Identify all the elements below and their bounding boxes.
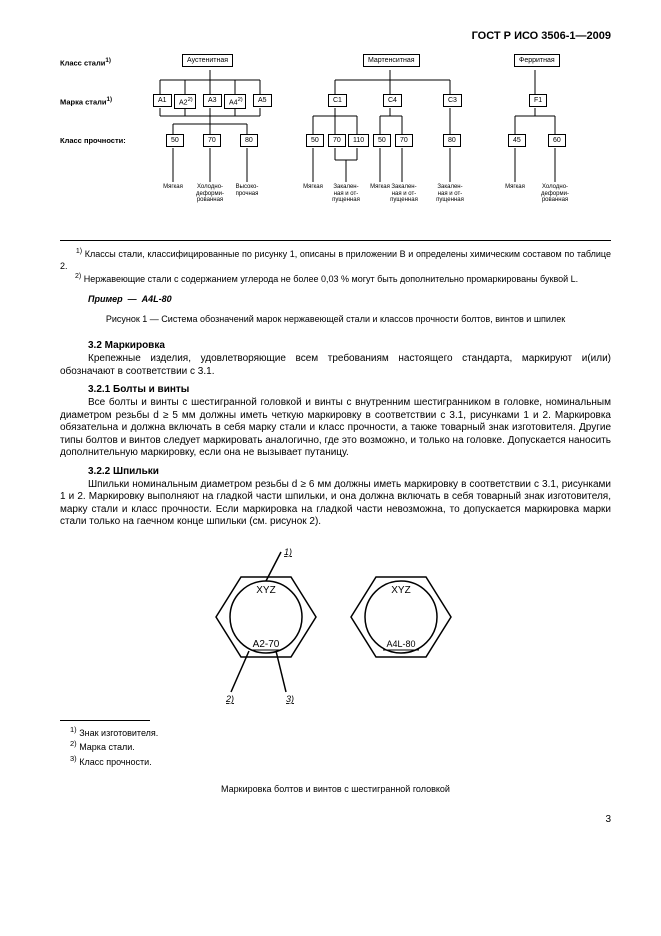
box-s7: 50 [373, 134, 391, 147]
box-a2: А22) [174, 94, 196, 109]
classification-diagram: Класс стали1) Марка стали1) Класс прочно… [60, 52, 611, 232]
lbl8: Закален-ная и от-пущенная [432, 184, 468, 204]
lbl3: Высоко-прочная [232, 184, 262, 197]
box-austenitic: Аустенитная [182, 54, 233, 67]
box-a1: А1 [153, 94, 172, 107]
box-martensitic: Мартенситная [363, 54, 420, 67]
box-a3: А3 [203, 94, 222, 107]
section-3-2: 3.2 Маркировка [88, 340, 611, 351]
footnote-2: 2) Нержавеющие стали с содержанием углер… [60, 272, 611, 286]
box-s6: 110 [348, 134, 369, 147]
box-s4: 50 [306, 134, 324, 147]
box-a5: А5 [253, 94, 272, 107]
section-3-2-body: Крепежные изделия, удовлетворяющие всем … [60, 353, 611, 378]
section-3-2-1-body: Все болты и винты с шестигранной головко… [60, 397, 611, 460]
hex-svg: XYZ А2-70 XYZ А4L-80 1) 2) 3) [186, 547, 486, 707]
section-3-2-1: 3.2.1 Болты и винты [88, 384, 611, 395]
lbl5: Закален-ная и от-пущенная [328, 184, 364, 204]
page-container: ГОСТ Р ИСО 3506-1—2009 [0, 0, 661, 855]
svg-text:А4L-80: А4L-80 [386, 639, 415, 649]
lbl2: Холодно-деформи-рованная [192, 184, 228, 204]
box-c4: С4 [383, 94, 402, 107]
row-label-strength: Класс прочности: [60, 136, 126, 145]
lbl1: Мягкая [160, 184, 186, 191]
svg-text:2): 2) [225, 694, 234, 704]
row-label-grade: Марка стали [60, 98, 107, 107]
lbl10: Холодно-деформи-рованная [537, 184, 573, 204]
box-s8: 70 [395, 134, 413, 147]
figure2-caption: Маркировка болтов и винтов с шестигранно… [60, 784, 611, 794]
lbl4: Мягкая [300, 184, 326, 191]
box-f1: F1 [529, 94, 547, 107]
figure1-caption: Рисунок 1 — Система обозначений марок не… [60, 314, 611, 324]
svg-text:XYZ: XYZ [256, 585, 275, 596]
lbl9: Мягкая [502, 184, 528, 191]
section-3-2-2: 3.2.2 Шпильки [88, 466, 611, 477]
svg-text:3): 3) [286, 694, 294, 704]
svg-text:1): 1) [284, 547, 292, 557]
row-label-class: Класс стали [60, 59, 105, 68]
box-s9: 80 [443, 134, 461, 147]
lbl7: Закален-ная и от-пущенная [386, 184, 422, 204]
box-s3: 80 [240, 134, 258, 147]
box-ferritic: Ферритная [514, 54, 560, 67]
page-number: 3 [60, 814, 611, 825]
footnote-1: 1) Классы стали, классифицированные по р… [60, 247, 611, 272]
box-c3: С3 [443, 94, 462, 107]
box-c1: С1 [328, 94, 347, 107]
divider [60, 240, 611, 241]
bottom-footnotes: 1) Знак изготовителя. 2) Марка стали. 3)… [60, 720, 611, 769]
box-s5: 70 [328, 134, 346, 147]
section-3-2-2-body: Шпильки номинальным диаметром резьбы d ≥… [60, 479, 611, 529]
box-s10: 45 [508, 134, 526, 147]
svg-text:XYZ: XYZ [391, 585, 410, 596]
box-s11: 60 [548, 134, 566, 147]
svg-text:А2-70: А2-70 [252, 639, 279, 650]
example: Пример — А4L-80 [88, 294, 611, 304]
box-a4: А42) [224, 94, 246, 109]
box-s2: 70 [203, 134, 221, 147]
hex-figure: XYZ А2-70 XYZ А4L-80 1) 2) 3) [60, 547, 611, 710]
box-s1: 50 [166, 134, 184, 147]
document-header: ГОСТ Р ИСО 3506-1—2009 [60, 30, 611, 42]
